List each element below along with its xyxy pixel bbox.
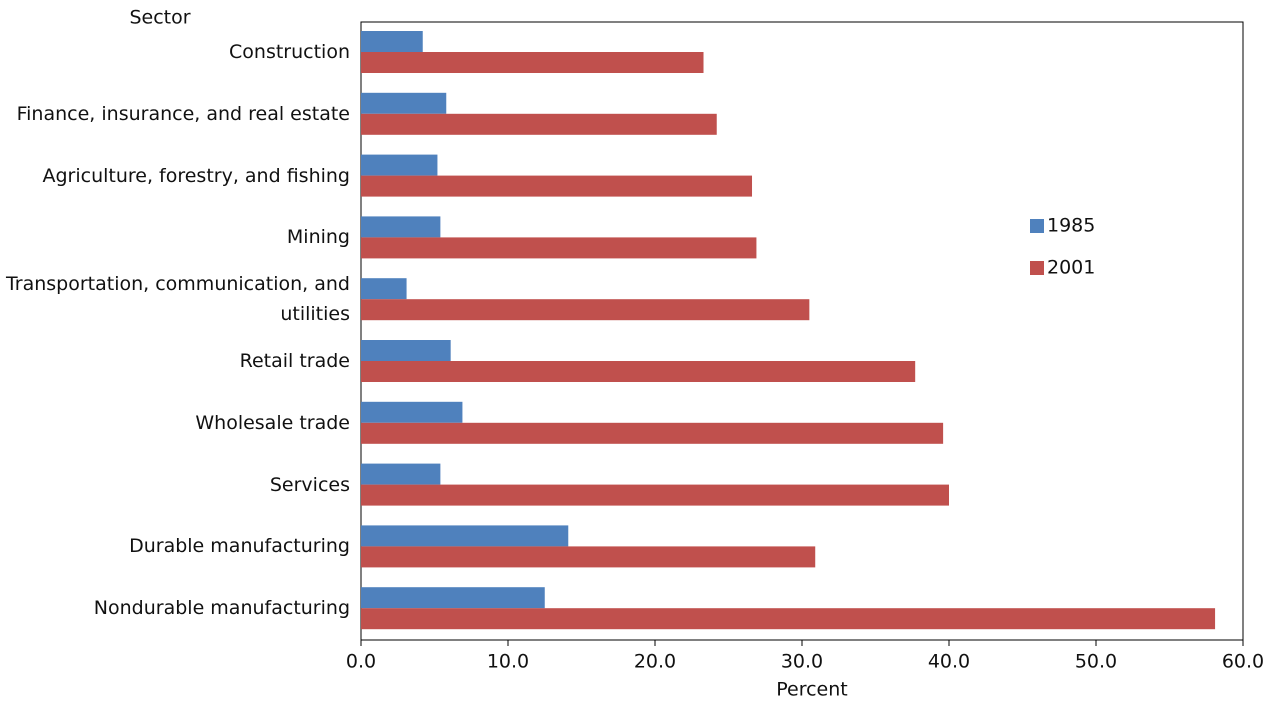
legend-swatch bbox=[1030, 219, 1044, 233]
bar bbox=[361, 546, 816, 568]
bar bbox=[361, 401, 463, 423]
bar bbox=[361, 422, 944, 444]
legend-swatch bbox=[1030, 261, 1044, 275]
bar bbox=[361, 463, 441, 485]
bar bbox=[361, 587, 545, 609]
bar bbox=[361, 31, 423, 52]
bar bbox=[361, 340, 451, 361]
y-axis-title: Sector bbox=[129, 7, 190, 29]
y-tick-label: Construction bbox=[229, 41, 350, 63]
y-tick-label: Services bbox=[269, 473, 350, 496]
bar bbox=[361, 92, 447, 114]
x-tick-label: 40.0 bbox=[928, 651, 970, 673]
bar bbox=[361, 299, 810, 321]
bar bbox=[361, 154, 438, 176]
bar bbox=[361, 608, 1216, 630]
y-tick-label: Finance, insurance, and real estate bbox=[16, 102, 350, 125]
x-tick-label: 60.0 bbox=[1222, 651, 1264, 673]
bar bbox=[361, 216, 441, 238]
y-tick-label: Retail trade bbox=[239, 350, 350, 372]
bar bbox=[361, 237, 757, 259]
x-tick-label: 30.0 bbox=[781, 651, 823, 673]
x-axis-title: Percent bbox=[776, 679, 848, 701]
x-tick-label: 20.0 bbox=[634, 651, 676, 673]
y-tick-label: Nondurable manufacturing bbox=[93, 597, 350, 620]
bar bbox=[361, 525, 569, 547]
y-tick-label: Wholesale trade bbox=[195, 411, 350, 434]
x-tick-label: 50.0 bbox=[1075, 651, 1117, 673]
x-tick-label: 10.0 bbox=[487, 651, 529, 673]
y-tick-label: Durable manufacturing bbox=[129, 535, 350, 558]
y-tick-label: Transportation, communication, and utili… bbox=[5, 273, 350, 326]
bar bbox=[361, 484, 949, 506]
bar bbox=[361, 52, 704, 73]
legend-label: 1985 bbox=[1047, 215, 1095, 237]
y-tick-label: Agriculture, forestry, and fishing bbox=[42, 164, 350, 187]
bar bbox=[361, 278, 407, 300]
y-tick-label: Mining bbox=[286, 226, 350, 249]
bar bbox=[361, 361, 916, 382]
x-tick-label: 0.0 bbox=[346, 651, 376, 673]
bar bbox=[361, 175, 753, 197]
legend-label: 2001 bbox=[1047, 257, 1095, 279]
bar bbox=[361, 113, 717, 135]
